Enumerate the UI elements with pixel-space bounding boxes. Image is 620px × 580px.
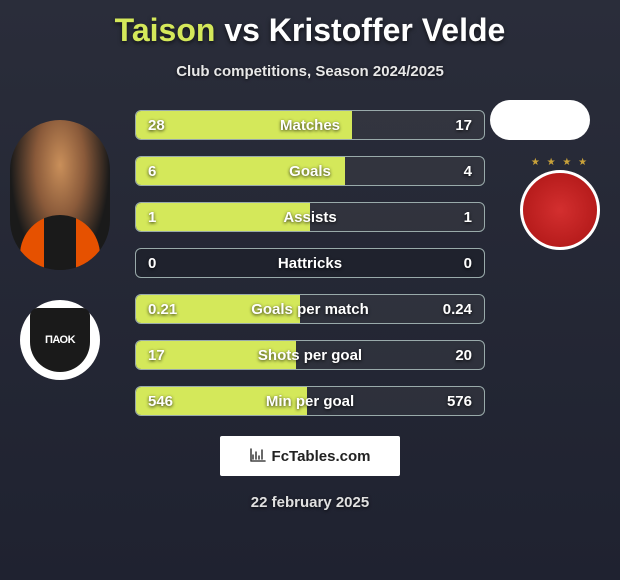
stats-container: 28Matches176Goals41Assists10Hattricks00.… [135, 110, 485, 416]
stat-value-left: 28 [136, 117, 165, 134]
comparison-title: Taison vs Kristoffer Velde [0, 0, 620, 49]
player1-name: Taison [115, 12, 216, 48]
stat-label: Hattricks [156, 255, 463, 272]
stat-value-right: 0.24 [443, 301, 484, 318]
stat-value-left: 546 [136, 393, 173, 410]
player2-avatar [490, 100, 590, 140]
comparison-date: 22 february 2025 [0, 494, 620, 511]
stat-value-right: 1 [464, 209, 484, 226]
stat-value-right: 20 [455, 347, 484, 364]
stat-row: 546Min per goal576 [135, 386, 485, 416]
stat-label: Goals [156, 163, 463, 180]
stat-value-right: 17 [455, 117, 484, 134]
stat-label: Matches [165, 117, 456, 134]
footer-logo-text: FcTables.com [272, 448, 371, 465]
stat-value-right: 4 [464, 163, 484, 180]
subtitle: Club competitions, Season 2024/2025 [0, 63, 620, 80]
stat-value-right: 576 [447, 393, 484, 410]
stat-row: 6Goals4 [135, 156, 485, 186]
player2-club-badge [520, 170, 600, 250]
stat-value-left: 0 [136, 255, 156, 272]
stat-row: 17Shots per goal20 [135, 340, 485, 370]
player2-name: Kristoffer Velde [269, 12, 506, 48]
stat-row: 0Hattricks0 [135, 248, 485, 278]
player1-club-badge: ΠΑΟΚ [20, 300, 100, 380]
stat-value-left: 6 [136, 163, 156, 180]
stat-label: Shots per goal [165, 347, 456, 364]
player1-club-abbr: ΠΑΟΚ [30, 308, 90, 372]
stat-row: 1Assists1 [135, 202, 485, 232]
content-area: ΠΑΟΚ 28Matches176Goals41Assists10Hattric… [0, 110, 620, 416]
stat-label: Assists [156, 209, 463, 226]
stat-label: Min per goal [173, 393, 447, 410]
stat-value-left: 1 [136, 209, 156, 226]
stat-value-right: 0 [464, 255, 484, 272]
stat-value-left: 17 [136, 347, 165, 364]
vs-separator: vs [224, 12, 260, 48]
footer-logo: FcTables.com [220, 436, 400, 476]
stat-label: Goals per match [177, 301, 443, 318]
stat-row: 28Matches17 [135, 110, 485, 140]
player1-avatar [10, 120, 110, 270]
stat-row: 0.21Goals per match0.24 [135, 294, 485, 324]
stat-value-left: 0.21 [136, 301, 177, 318]
chart-icon [250, 448, 266, 465]
